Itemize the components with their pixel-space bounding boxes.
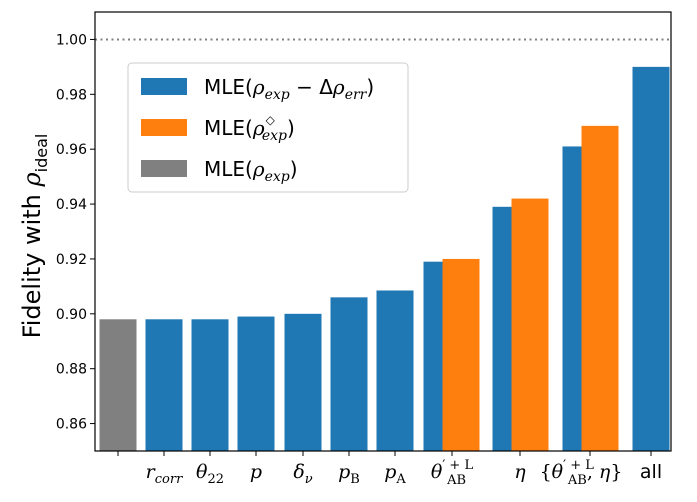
legend-swatch-orange [141, 119, 187, 136]
bar [632, 66, 670, 451]
bar [442, 258, 480, 451]
legend-label-diamond: MLE(ρ◇ exp) [204, 113, 295, 144]
bar [145, 319, 183, 451]
x-tick-label: η [514, 461, 526, 483]
x-tick-label: θ′ + L AB [431, 458, 474, 488]
y-tick-label: 1.00 [56, 32, 87, 48]
y-tick-label: 0.92 [56, 252, 87, 268]
bar [237, 316, 275, 451]
x-tick-label: all [640, 461, 662, 483]
x-tick-labels: rcorr θ22 p δν pB pA θ′ + L AB η {θ′ + L AB, η} all [146, 458, 662, 488]
plot-frame [94, 11, 672, 452]
y-tick-label: 0.90 [56, 307, 87, 323]
x-tick-label: rcorr [146, 461, 183, 487]
bar [330, 297, 368, 451]
legend-label-corrected: MLE(ρexp − Δρerr) [204, 75, 374, 103]
bar [191, 319, 229, 451]
y-tick-label: 0.88 [56, 362, 87, 378]
y-tick-label: 0.96 [56, 142, 87, 158]
legend-swatch-gray [141, 160, 187, 177]
x-tick-label: pA [384, 461, 406, 487]
x-tick-label: p [250, 461, 262, 483]
bar [581, 125, 619, 451]
legend-swatch-blue [141, 78, 187, 95]
x-tick-label: δν [293, 461, 312, 487]
bar [99, 319, 137, 451]
bar [511, 198, 549, 451]
y-tick-label: 0.98 [56, 87, 87, 103]
y-tick-label: 0.94 [56, 197, 87, 213]
x-tick-label: {θ′ + L AB, η} [540, 458, 623, 488]
x-tick-label: θ22 [196, 461, 224, 487]
bar [376, 290, 414, 451]
legend-label-raw: MLE(ρexp) [204, 157, 298, 185]
y-tick-label: 0.86 [56, 417, 87, 433]
x-tick-label: pB [338, 461, 360, 487]
legend: MLE(ρexp − Δρerr) MLE(ρ◇ exp) MLE(ρexp) [127, 62, 409, 193]
legend-frame [127, 62, 409, 193]
bar [284, 313, 322, 451]
y-axis-label: Fidelity with ρideal [18, 134, 51, 339]
